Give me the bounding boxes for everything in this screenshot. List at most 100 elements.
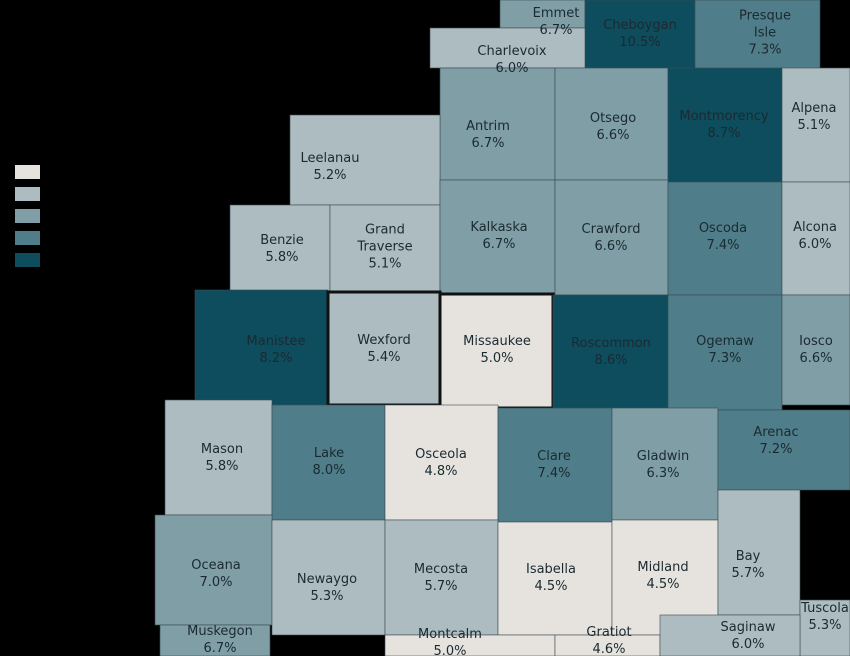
county-rate: 7.4% [537, 466, 571, 481]
county-label: Lake 8.0% [279, 445, 379, 479]
county-name: Newaygo [296, 572, 358, 587]
county-label: Isabella 4.5% [501, 561, 601, 595]
county-area [429, 27, 586, 69]
county-area [384, 404, 499, 521]
county-label: Presque Isle 7.3% [730, 8, 800, 59]
county-label: Alcona 6.0% [775, 219, 850, 253]
county-label: Ogemaw 7.3% [675, 333, 775, 367]
county-rate: 4.5% [534, 579, 568, 594]
county-rate: 6.6% [594, 239, 628, 254]
county-label: Grand Traverse 5.1% [345, 222, 425, 273]
county-name: Mecosta [413, 562, 469, 577]
county-name: Oscoda [698, 221, 748, 236]
legend-swatch [15, 231, 40, 245]
county-name: Antrim [466, 119, 510, 134]
county-label: Tuscola 5.3% [785, 600, 850, 634]
legend-swatch [15, 187, 40, 201]
county-rate: 6.7% [471, 136, 505, 151]
county-label: Leelanau 5.2% [280, 150, 380, 184]
county-label: Wexford 5.4% [334, 332, 434, 366]
county-rate: 5.3% [310, 589, 344, 604]
county-rate: 4.6% [592, 642, 626, 656]
county-rate: 6.7% [203, 641, 237, 656]
county-label: Newaygo 5.3% [277, 571, 377, 605]
county-rate: 5.1% [797, 118, 831, 133]
county-area [611, 407, 719, 521]
county-rate: 7.3% [708, 351, 742, 366]
county-label: Arenac 7.2% [726, 424, 826, 458]
county-name: Manistee [246, 334, 306, 349]
county-rate: 8.6% [594, 353, 628, 368]
county-area [329, 204, 441, 295]
county-rate: 7.3% [748, 42, 782, 58]
county-name: Montmorency [679, 109, 769, 124]
county-area [497, 521, 613, 636]
county-area [717, 489, 801, 616]
county-area [154, 514, 273, 626]
county-label: Bay 5.7% [708, 548, 788, 582]
county-area [229, 204, 331, 293]
county-label: Manistee 8.2% [226, 333, 326, 367]
county-name: Crawford [581, 222, 641, 237]
county-name: Lake [313, 446, 345, 461]
county-area [194, 289, 329, 406]
county-name: Tuscola [801, 601, 849, 616]
county-rate: 5.7% [731, 566, 765, 581]
county-label: Montmorency 8.7% [669, 108, 779, 142]
county-area [667, 294, 783, 411]
county-label: Crawford 6.6% [561, 221, 661, 255]
county-area [438, 292, 555, 410]
county-rate: 5.8% [205, 459, 239, 474]
county-name: Osceola [415, 447, 467, 462]
county-area [497, 407, 613, 523]
county-rate: 5.8% [265, 250, 299, 265]
county-label: Kalkaska 6.7% [449, 219, 549, 253]
county-area [659, 614, 801, 656]
county-name: Otsego [589, 111, 637, 126]
county-rate: 8.0% [312, 463, 346, 478]
county-area [271, 404, 386, 521]
county-name: Presque Isle [739, 8, 791, 41]
county-rate: 5.4% [367, 350, 401, 365]
county-name: Isabella [525, 562, 576, 577]
county-area [289, 114, 441, 206]
county-area [717, 409, 850, 491]
county-area [384, 519, 499, 636]
county-label: Benzie 5.8% [232, 232, 332, 266]
county-rate: 5.2% [313, 168, 347, 183]
county-name: Midland [637, 560, 689, 575]
county-rate: 8.7% [707, 126, 741, 141]
legend [15, 165, 40, 267]
county-label: Midland 4.5% [613, 559, 713, 593]
county-name: Iosco [799, 334, 833, 349]
county-rate: 4.5% [646, 577, 680, 592]
county-rate: 10.5% [619, 35, 661, 50]
county-label: Cheboygan 10.5% [590, 17, 690, 51]
county-rate: 5.0% [480, 351, 514, 366]
county-area [781, 294, 850, 406]
county-label: Montcalm 5.0% [400, 626, 500, 656]
county-label: Oscoda 7.4% [673, 220, 773, 254]
county-area [781, 67, 850, 183]
county-rate: 6.7% [539, 23, 573, 38]
county-name: Arenac [753, 425, 799, 440]
county-name: Oceana [191, 558, 241, 573]
county-name: Alcona [793, 220, 837, 235]
county-name: Montcalm [418, 627, 482, 642]
county-area [159, 624, 271, 656]
county-rate: 5.0% [433, 644, 467, 656]
county-name: Clare [537, 449, 571, 464]
county-rate: 7.2% [759, 442, 793, 457]
county-name: Ogemaw [696, 334, 754, 349]
county-name: Saginaw [720, 620, 776, 635]
county-area [439, 67, 556, 181]
county-name: Cheboygan [603, 18, 677, 33]
county-rate: 6.0% [731, 637, 765, 652]
county-name: Muskegon [187, 624, 253, 639]
county-label: Otsego 6.6% [563, 110, 663, 144]
county-label: Antrim 6.7% [438, 118, 538, 152]
county-name: Charlevoix [477, 44, 547, 59]
county-name: Kalkaska [470, 220, 528, 235]
county-area [554, 179, 669, 296]
